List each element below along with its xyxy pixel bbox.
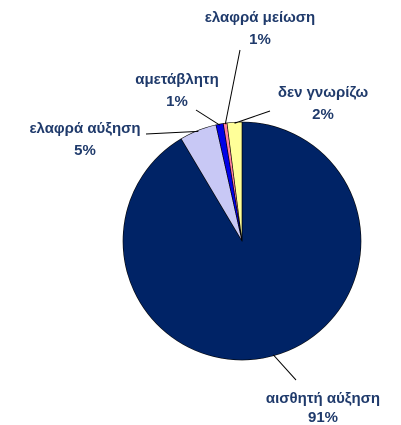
pie-slices bbox=[122, 121, 362, 361]
label-value-slight-decrease: 1% bbox=[249, 31, 271, 48]
label-value-slight-increase: 5% bbox=[74, 142, 96, 159]
leader-line-2 bbox=[195, 109, 221, 126]
label-value-dont-know: 2% bbox=[312, 106, 334, 123]
label-name-noticeable-increase: αισθητή αύξηση bbox=[266, 390, 380, 407]
leader-line-0 bbox=[272, 354, 297, 381]
label-value-unchanged: 1% bbox=[166, 93, 188, 110]
label-name-unchanged: αμετάβλητη bbox=[135, 71, 219, 88]
pie-slice-4 bbox=[226, 121, 243, 242]
leader-lines bbox=[145, 49, 297, 381]
label-value-noticeable-increase: 91% bbox=[308, 409, 338, 425]
leader-line-4 bbox=[234, 110, 271, 124]
label-name-slight-decrease: ελαφρά μείωση bbox=[205, 9, 315, 26]
leader-line-3 bbox=[224, 49, 241, 125]
label-name-slight-increase: ελαφρά αύξηση bbox=[29, 120, 140, 137]
leader-line-1 bbox=[145, 130, 199, 135]
label-name-dont-know: δεν γνωρίζω bbox=[278, 84, 369, 101]
